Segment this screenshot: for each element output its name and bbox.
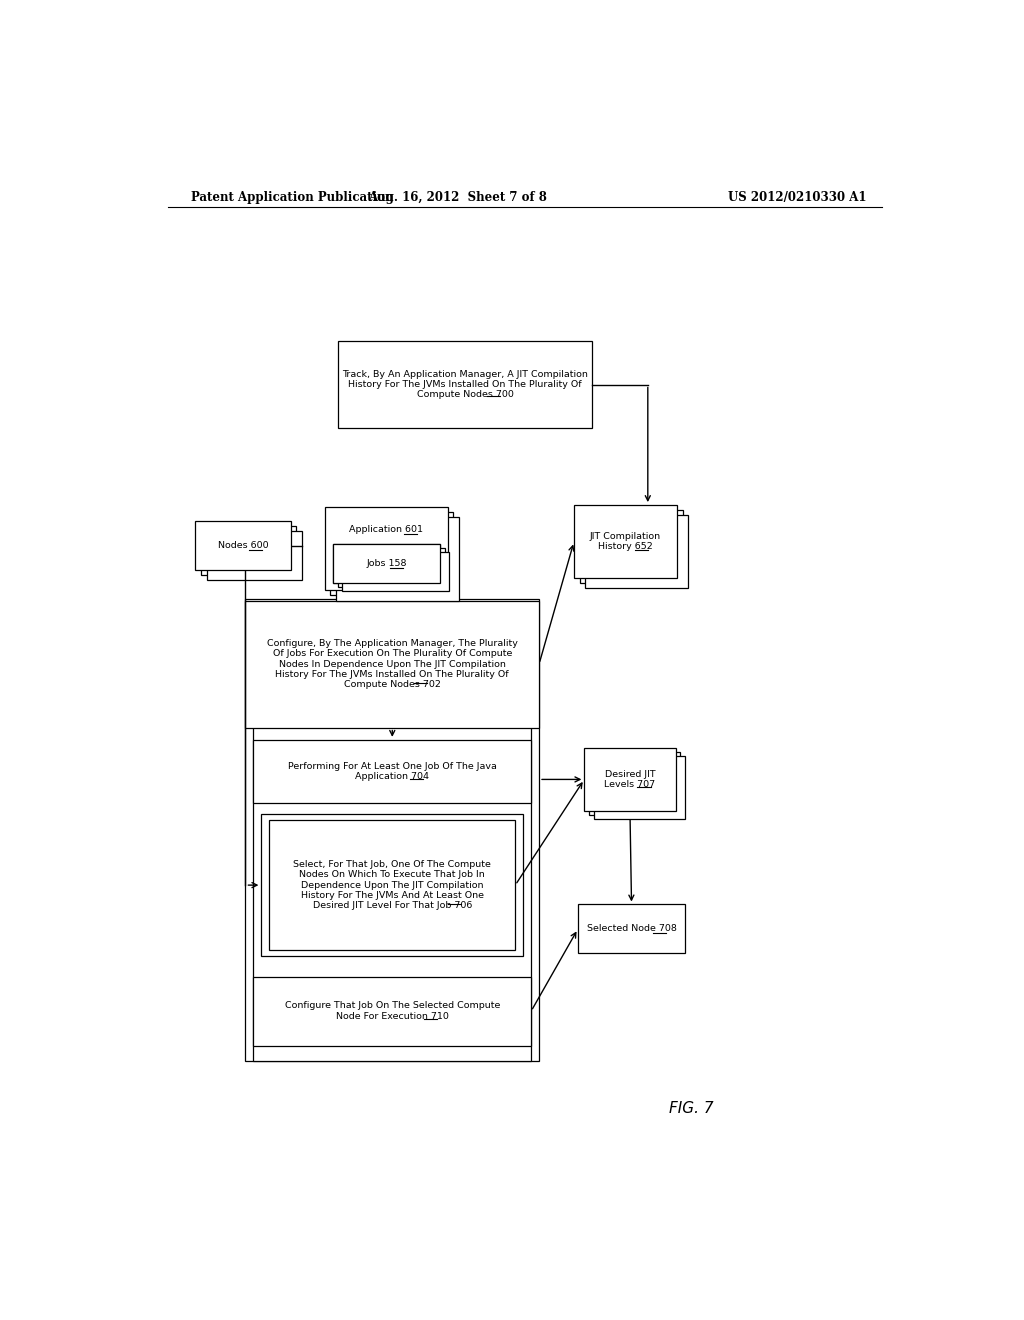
Bar [338, 548, 444, 587]
Text: Aug. 16, 2012  Sheet 7 of 8: Aug. 16, 2012 Sheet 7 of 8 [368, 190, 547, 203]
Text: Desired JIT
Levels 707: Desired JIT Levels 707 [604, 770, 655, 789]
Bar [246, 598, 539, 1061]
Text: Performing For At Least One Job Of The Java
Application 704: Performing For At Least One Job Of The J… [288, 762, 497, 781]
Bar [246, 601, 539, 727]
Bar [269, 820, 515, 950]
Text: Application 601: Application 601 [349, 525, 423, 533]
Text: Selected Node 708: Selected Node 708 [587, 924, 677, 933]
Bar [207, 532, 302, 581]
Bar [585, 515, 688, 589]
Bar [585, 748, 676, 810]
Bar [253, 977, 531, 1045]
Text: FIG. 7: FIG. 7 [669, 1101, 714, 1117]
Bar [333, 544, 440, 583]
Text: US 2012/0210330 A1: US 2012/0210330 A1 [727, 190, 866, 203]
Text: Track, By An Application Manager, A JIT Compilation
History For The JVMs Install: Track, By An Application Manager, A JIT … [342, 370, 588, 400]
Bar [333, 544, 440, 583]
Bar [342, 552, 450, 591]
Text: Select, For That Job, One Of The Compute
Nodes On Which To Execute That Job In
D: Select, For That Job, One Of The Compute… [293, 859, 492, 911]
Bar [338, 342, 592, 428]
Text: Patent Application Publication: Patent Application Publication [191, 190, 394, 203]
Bar [253, 709, 531, 1061]
Bar [589, 752, 680, 814]
Bar [594, 756, 685, 818]
Bar [196, 521, 291, 570]
Bar [253, 739, 531, 803]
Text: Configure That Job On The Selected Compute
Node For Execution 710: Configure That Job On The Selected Compu… [285, 1002, 500, 1020]
Text: Jobs 158: Jobs 158 [366, 560, 407, 568]
Bar [336, 517, 459, 601]
Bar [325, 507, 447, 590]
Text: JIT Compilation
History 652: JIT Compilation History 652 [590, 532, 662, 552]
Bar [261, 814, 523, 956]
Bar [331, 512, 454, 595]
Bar [201, 527, 296, 576]
Text: Nodes 600: Nodes 600 [218, 541, 268, 550]
Bar [574, 506, 677, 578]
Text: Configure, By The Application Manager, The Plurality
Of Jobs For Execution On Th: Configure, By The Application Manager, T… [267, 639, 518, 689]
Bar [580, 510, 683, 583]
Bar [578, 904, 685, 953]
